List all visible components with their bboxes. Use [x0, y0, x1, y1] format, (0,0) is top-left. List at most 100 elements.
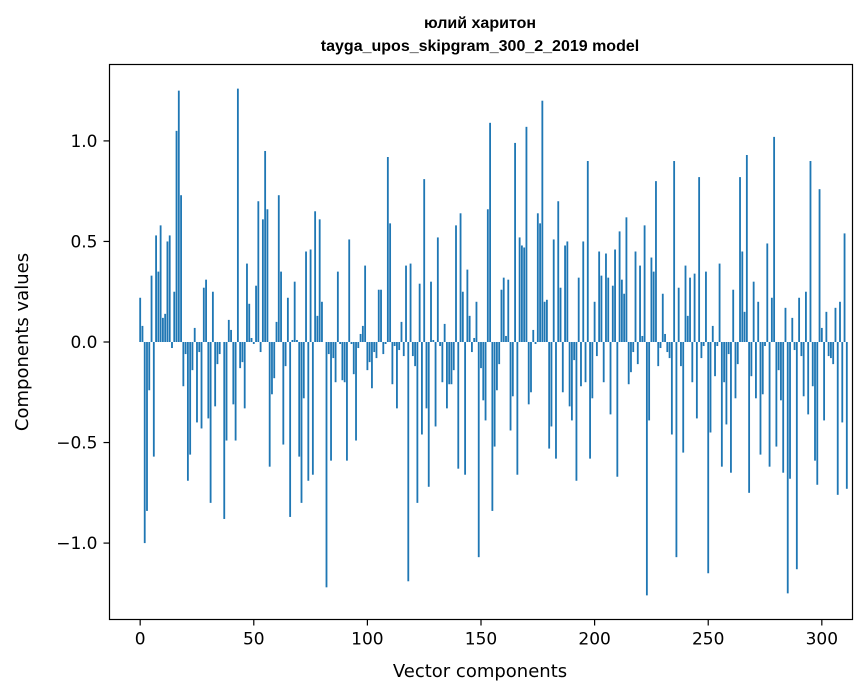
bar-29 — [205, 279, 207, 342]
bar-131 — [436, 237, 439, 342]
bar-253 — [714, 342, 716, 377]
bar-48 — [248, 303, 251, 342]
bar-202 — [598, 251, 601, 342]
bar-264 — [739, 177, 741, 342]
bar-83 — [327, 342, 330, 355]
bars-group — [139, 88, 848, 596]
bar-238 — [680, 342, 682, 367]
bar-217 — [632, 342, 635, 353]
bar-304 — [830, 342, 832, 359]
bar-47 — [246, 263, 248, 342]
bar-250 — [707, 342, 710, 574]
bar-129 — [432, 339, 435, 342]
y-tick-label: 0.5 — [70, 232, 97, 252]
bar-137 — [450, 342, 453, 385]
bar-180 — [548, 342, 551, 449]
bar-187 — [564, 245, 566, 342]
bar-94 — [352, 342, 355, 375]
bar-183 — [555, 342, 557, 459]
bar-193 — [577, 277, 580, 342]
bar-257 — [723, 342, 726, 383]
y-tick-label: 0.0 — [70, 333, 97, 353]
bar-230 — [661, 293, 664, 342]
bar-77 — [314, 211, 317, 342]
bar-118 — [407, 342, 410, 582]
bar-123 — [418, 283, 421, 342]
bar-2 — [143, 342, 146, 544]
bar-147 — [473, 337, 476, 342]
bar-101 — [368, 342, 371, 363]
bar-35 — [218, 342, 221, 355]
bar-234 — [670, 342, 673, 435]
bar-51 — [255, 285, 257, 342]
bar-96 — [357, 342, 360, 349]
bar-38 — [225, 342, 228, 441]
bar-299 — [818, 189, 821, 342]
bar-45 — [241, 342, 244, 363]
bar-192 — [575, 342, 578, 481]
bar-78 — [316, 315, 319, 342]
bar-284 — [784, 307, 787, 342]
bar-42 — [234, 342, 237, 441]
bar-271 — [755, 342, 757, 399]
bar-214 — [625, 217, 628, 342]
x-tick-label: 200 — [578, 630, 610, 650]
bar-286 — [789, 342, 791, 479]
bar-139 — [455, 225, 457, 342]
bar-18 — [180, 195, 182, 342]
bar-245 — [695, 342, 698, 419]
bar-216 — [630, 342, 632, 373]
bar-300 — [820, 327, 823, 342]
bar-104 — [375, 342, 378, 359]
bar-171 — [527, 342, 530, 405]
bar-31 — [209, 342, 212, 503]
y-tick-label: 1.0 — [70, 132, 97, 152]
bar-281 — [777, 342, 780, 371]
bar-46 — [243, 342, 246, 409]
bar-20 — [184, 342, 187, 355]
y-tick-label: −0.5 — [56, 434, 97, 454]
bar-82 — [325, 342, 328, 588]
bar-311 — [845, 342, 848, 489]
bar-175 — [536, 213, 539, 342]
bar-5 — [150, 275, 153, 342]
bar-144 — [466, 269, 469, 342]
bar-209 — [614, 249, 616, 342]
bar-107 — [382, 342, 385, 355]
bar-119 — [409, 263, 412, 342]
bar-21 — [186, 342, 189, 481]
bar-174 — [534, 342, 537, 345]
x-tick-label: 150 — [465, 630, 497, 650]
bar-133 — [441, 342, 444, 383]
bar-59 — [273, 342, 276, 379]
bar-288 — [793, 342, 796, 351]
bar-143 — [464, 342, 467, 475]
bar-10 — [161, 317, 164, 342]
bar-278 — [770, 297, 773, 342]
bar-154 — [489, 122, 491, 342]
bar-15 — [173, 291, 176, 342]
bar-258 — [725, 342, 728, 425]
bar-110 — [389, 223, 392, 342]
bar-296 — [811, 342, 814, 387]
bar-34 — [216, 342, 219, 365]
bar-172 — [530, 342, 532, 393]
bar-177 — [541, 100, 544, 342]
bar-240 — [684, 265, 687, 342]
bar-52 — [257, 201, 260, 342]
bar-211 — [618, 231, 621, 342]
bar-98 — [361, 325, 364, 342]
bar-239 — [682, 342, 685, 453]
x-tick-label: 100 — [351, 630, 383, 650]
bar-58 — [271, 342, 273, 395]
bar-200 — [593, 301, 596, 342]
bar-190 — [570, 342, 573, 421]
bar-23 — [191, 342, 194, 371]
bar-4 — [148, 342, 151, 391]
bar-19 — [182, 342, 185, 387]
bar-199 — [591, 342, 594, 399]
bar-262 — [734, 342, 737, 399]
x-tick-label: 300 — [806, 630, 838, 650]
bar-156 — [493, 342, 496, 447]
bar-276 — [766, 243, 769, 342]
